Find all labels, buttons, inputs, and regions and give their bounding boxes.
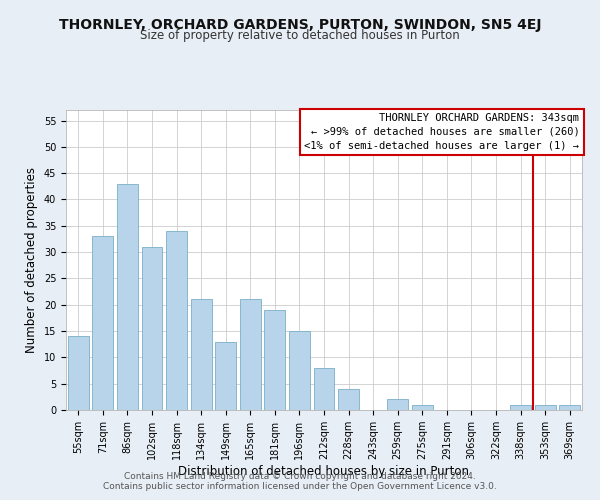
Bar — [92, 236, 113, 410]
Bar — [387, 400, 408, 410]
Text: THORNLEY, ORCHARD GARDENS, PURTON, SWINDON, SN5 4EJ: THORNLEY, ORCHARD GARDENS, PURTON, SWIND… — [59, 18, 541, 32]
Bar — [215, 342, 236, 410]
Bar — [191, 300, 212, 410]
Bar — [68, 336, 89, 410]
Bar — [142, 247, 163, 410]
X-axis label: Distribution of detached houses by size in Purton: Distribution of detached houses by size … — [179, 465, 470, 478]
Bar — [314, 368, 334, 410]
Text: THORNLEY ORCHARD GARDENS: 343sqm
← >99% of detached houses are smaller (260)
<1%: THORNLEY ORCHARD GARDENS: 343sqm ← >99% … — [304, 113, 580, 151]
Bar — [240, 300, 261, 410]
Text: Contains HM Land Registry data © Crown copyright and database right 2024.: Contains HM Land Registry data © Crown c… — [124, 472, 476, 481]
Y-axis label: Number of detached properties: Number of detached properties — [25, 167, 38, 353]
Text: Contains public sector information licensed under the Open Government Licence v3: Contains public sector information licen… — [103, 482, 497, 491]
Bar — [535, 404, 556, 410]
Text: Size of property relative to detached houses in Purton: Size of property relative to detached ho… — [140, 29, 460, 42]
Bar — [289, 331, 310, 410]
Bar — [412, 404, 433, 410]
Bar — [338, 389, 359, 410]
Bar — [166, 231, 187, 410]
Bar — [510, 404, 531, 410]
Bar — [117, 184, 138, 410]
Bar — [559, 404, 580, 410]
Bar — [265, 310, 286, 410]
